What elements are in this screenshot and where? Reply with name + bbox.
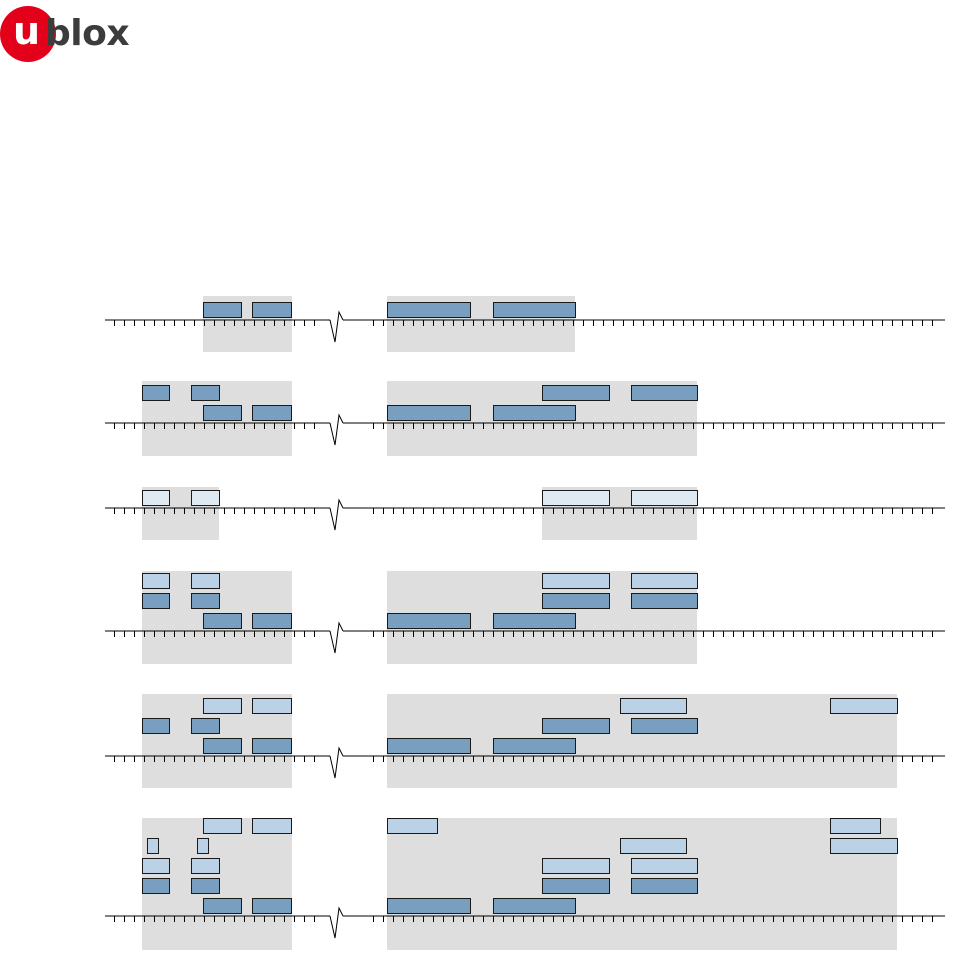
signal-bar — [203, 613, 242, 629]
signal-bar — [142, 858, 170, 874]
signal-bar — [387, 405, 471, 421]
signal-bar — [542, 490, 610, 506]
signal-bar — [620, 838, 687, 854]
signal-bar — [542, 878, 610, 894]
signal-bar — [203, 738, 242, 754]
axis-break — [329, 746, 344, 779]
signal-bar — [191, 718, 220, 734]
signal-bar — [252, 898, 292, 914]
signal-bar — [142, 718, 170, 734]
signal-bar — [542, 593, 610, 609]
signal-bar — [830, 838, 898, 854]
axis-break — [329, 621, 344, 654]
signal-bar — [142, 573, 170, 589]
signal-bar — [203, 698, 242, 714]
timeline-4 — [105, 571, 945, 664]
signal-bar — [203, 898, 242, 914]
signal-bar — [493, 738, 576, 754]
timeline-1 — [105, 296, 945, 352]
signal-bar — [191, 490, 220, 506]
signal-bar — [252, 613, 292, 629]
signal-bar — [142, 490, 170, 506]
signal-bar — [631, 385, 698, 401]
timeline-5 — [105, 694, 945, 788]
signal-bar — [203, 818, 242, 834]
signal-bar — [387, 898, 471, 914]
signal-bar — [542, 718, 610, 734]
timeline-3 — [105, 487, 945, 540]
logo-u-letter: u — [13, 9, 41, 53]
signal-bar — [493, 898, 576, 914]
signal-bar — [631, 490, 698, 506]
signal-bar — [830, 698, 898, 714]
signal-bar — [191, 385, 220, 401]
timeline-2 — [105, 381, 945, 456]
signal-bar — [631, 858, 698, 874]
signal-bar — [142, 593, 170, 609]
signal-bar — [252, 302, 292, 318]
axis-break — [329, 906, 344, 939]
signal-bar — [387, 302, 471, 318]
signal-bar — [142, 878, 170, 894]
axis-break — [329, 413, 344, 446]
signal-bar — [387, 818, 438, 834]
logo-circle — [0, 6, 56, 62]
axis-break — [329, 310, 344, 343]
signal-bar — [142, 385, 170, 401]
signal-bar — [191, 573, 220, 589]
signal-bar — [493, 405, 576, 421]
signal-bar — [252, 405, 292, 421]
signal-bar — [252, 738, 292, 754]
signal-bar — [252, 698, 292, 714]
signal-bar — [387, 738, 471, 754]
signal-bar — [631, 718, 698, 734]
signal-bar — [542, 858, 610, 874]
signal-bar — [542, 573, 610, 589]
axis-break — [329, 498, 344, 531]
signal-bar — [830, 818, 881, 834]
signal-bar — [197, 838, 209, 854]
signal-bar — [252, 818, 292, 834]
timeline-6 — [105, 818, 945, 950]
signal-bar — [191, 878, 220, 894]
ublox-logo: u blox — [0, 0, 160, 62]
signal-bar — [147, 838, 159, 854]
signal-bar — [191, 858, 220, 874]
signal-bar — [631, 573, 698, 589]
signal-bar — [203, 302, 242, 318]
signal-bar — [620, 698, 687, 714]
signal-bar — [631, 878, 698, 894]
signal-bar — [542, 385, 610, 401]
signal-bar — [387, 613, 471, 629]
logo-wordmark: blox — [45, 13, 130, 54]
signal-bar — [191, 593, 220, 609]
signal-bar — [493, 302, 576, 318]
signal-bar — [203, 405, 242, 421]
signal-bar — [493, 613, 576, 629]
signal-bar — [631, 593, 698, 609]
